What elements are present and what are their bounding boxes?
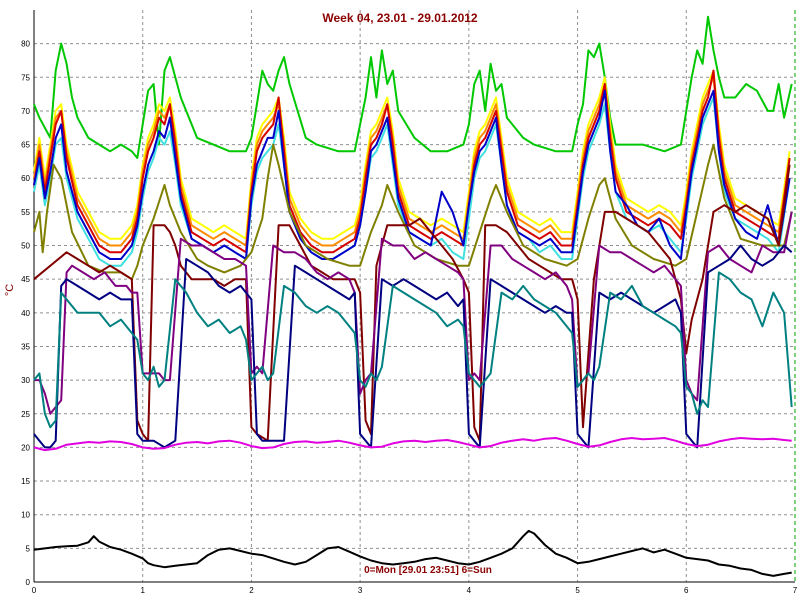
x-tick-label: 2	[249, 586, 254, 595]
series-line-12	[33, 529, 792, 577]
y-tick-label: 60	[21, 174, 30, 183]
chart-title: Week 04, 23.01 - 29.01.2012	[322, 11, 478, 25]
y-tick-label: 15	[21, 477, 30, 486]
y-tick-label: 0	[26, 578, 31, 587]
y-tick-label: 75	[21, 73, 30, 82]
series-lines	[33, 15, 793, 577]
series-line-9	[33, 244, 793, 449]
y-tick-label: 65	[21, 141, 30, 150]
y-tick-label: 35	[21, 342, 30, 351]
series-line-7	[33, 164, 791, 442]
x-tick-label: 6	[684, 586, 689, 595]
y-tick-label: 40	[21, 309, 30, 318]
x-tick-label: 0	[32, 586, 37, 595]
y-tick-label: 50	[21, 242, 30, 251]
y-tick-label: 5	[26, 544, 31, 553]
series-line-11	[33, 437, 792, 452]
y-tick-label: 70	[21, 107, 30, 116]
y-tick-label: 30	[21, 376, 30, 385]
x-tick-label: 5	[575, 586, 580, 595]
y-tick-label: 20	[21, 443, 30, 452]
y-axis-label: °C	[4, 284, 16, 296]
series-line-8	[34, 211, 793, 415]
x-tick-label: 1	[140, 586, 145, 595]
x-tick-label: 3	[358, 586, 363, 595]
series-line-10	[33, 271, 793, 429]
y-tick-label: 10	[21, 511, 30, 520]
x-tick-label: 4	[467, 586, 472, 595]
series-line-5	[33, 89, 791, 260]
y-tick-label: 80	[21, 40, 30, 49]
footer-note: 0=Mon [29.01 23:51] 6=Sun	[364, 565, 492, 576]
x-tick-label: 7	[793, 586, 798, 595]
series-line-6	[33, 143, 793, 281]
series-line-0	[33, 15, 793, 159]
y-tick-label: 55	[21, 208, 30, 217]
y-tick-label: 25	[21, 410, 30, 419]
y-tick-label: 45	[21, 275, 30, 284]
